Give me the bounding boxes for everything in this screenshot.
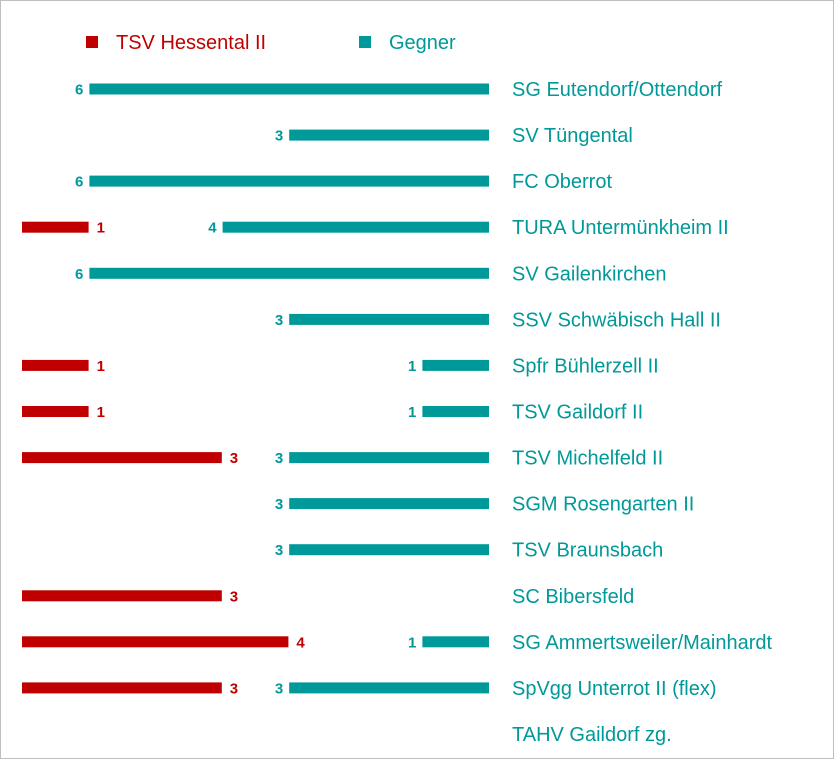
opponent-value-label: 3 [275, 312, 283, 329]
opponent-bar [222, 221, 489, 233]
legend: TSV Hessental II Gegner [86, 32, 456, 54]
home-value-label: 4 [296, 634, 305, 651]
opponent-value-label: 1 [408, 634, 416, 651]
home-bar [22, 636, 289, 648]
chart-row: 3 TSV Braunsbach [275, 540, 663, 562]
opponent-bar [289, 313, 489, 325]
opponent-bar [422, 636, 489, 648]
team-label: TSV Gaildorf II [512, 402, 643, 424]
opponent-value-label: 3 [275, 680, 283, 697]
opponent-bar [289, 498, 489, 510]
chart-row: 3 3 TSV Michelfeld II [22, 448, 663, 470]
home-bar [22, 452, 222, 464]
chart-row: 3 SGM Rosengarten II [275, 494, 694, 516]
chart-row: 4 1 SG Ammertsweiler/Mainhardt [22, 632, 773, 654]
team-label: SC Bibersfeld [512, 586, 634, 608]
chart-row: 1 1 Spfr Bühlerzell II [22, 355, 659, 377]
chart-row: 1 1 TSV Gaildorf II [22, 402, 643, 424]
opponent-bar [89, 83, 490, 95]
team-label: FC Oberrot [512, 171, 612, 193]
opponent-value-label: 3 [275, 496, 283, 513]
home-bar [22, 590, 222, 602]
opponent-value-label: 1 [408, 404, 416, 421]
opponent-value-label: 4 [208, 220, 217, 237]
opponent-bar [289, 544, 489, 556]
chart-row: TAHV Gaildorf zg. [512, 724, 672, 746]
opponent-value-label: 3 [275, 542, 283, 559]
opponent-bar [89, 267, 490, 279]
home-value-label: 3 [230, 450, 238, 467]
chart-row: 1 4 TURA Untermünkheim II [22, 217, 729, 239]
team-label: SV Gailenkirchen [512, 263, 667, 285]
home-bar [22, 359, 89, 371]
opponent-bar [289, 682, 489, 694]
team-label: SpVgg Unterrot II (flex) [512, 678, 717, 700]
opponent-bar [289, 452, 489, 464]
opponent-value-label: 3 [275, 128, 283, 145]
legend-swatch-home [86, 36, 98, 48]
chart-row: 6 SV Gailenkirchen [75, 263, 666, 285]
team-label: SG Ammertsweiler/Mainhardt [512, 632, 773, 654]
legend-label-home: TSV Hessental II [116, 32, 266, 54]
team-label: SG Eutendorf/Ottendorf [512, 79, 723, 101]
chart-rows: 6 SG Eutendorf/Ottendorf 3 SV Tüngental 6 FC … [22, 79, 773, 746]
home-bar [22, 221, 89, 233]
opponent-value-label: 6 [75, 266, 83, 283]
opponent-bar [422, 359, 489, 371]
chart-row: 6 FC Oberrot [75, 171, 612, 193]
home-value-label: 3 [230, 588, 238, 605]
team-label: SV Tüngental [512, 125, 633, 147]
home-value-label: 1 [97, 358, 105, 375]
team-label: Spfr Bühlerzell II [512, 355, 659, 377]
team-label: TSV Braunsbach [512, 540, 663, 562]
team-label: TAHV Gaildorf zg. [512, 724, 672, 746]
opponent-value-label: 1 [408, 358, 416, 375]
team-label: SGM Rosengarten II [512, 494, 694, 516]
opponent-bar [89, 175, 490, 187]
opponent-value-label: 6 [75, 174, 83, 191]
chart-row: 3 SSV Schwäbisch Hall II [275, 309, 721, 331]
legend-swatch-opponent [359, 36, 371, 48]
home-value-label: 3 [230, 680, 238, 697]
chart-row: 3 SC Bibersfeld [22, 586, 634, 608]
opponent-bar [289, 129, 489, 141]
legend-label-opponent: Gegner [389, 32, 456, 54]
opponent-bar [422, 406, 489, 417]
chart-row: 6 SG Eutendorf/Ottendorf [75, 79, 723, 101]
team-label: TSV Michelfeld II [512, 448, 663, 470]
home-value-label: 1 [97, 220, 105, 237]
chart-row: 3 3 SpVgg Unterrot II (flex) [22, 678, 717, 700]
team-label: SSV Schwäbisch Hall II [512, 309, 721, 331]
team-label: TURA Untermünkheim II [512, 217, 729, 239]
home-bar [22, 682, 222, 694]
chart-row: 3 SV Tüngental [275, 125, 633, 147]
home-value-label: 1 [97, 404, 105, 421]
opponent-value-label: 6 [75, 82, 83, 99]
opponent-value-label: 3 [275, 450, 283, 467]
home-bar [22, 406, 89, 417]
